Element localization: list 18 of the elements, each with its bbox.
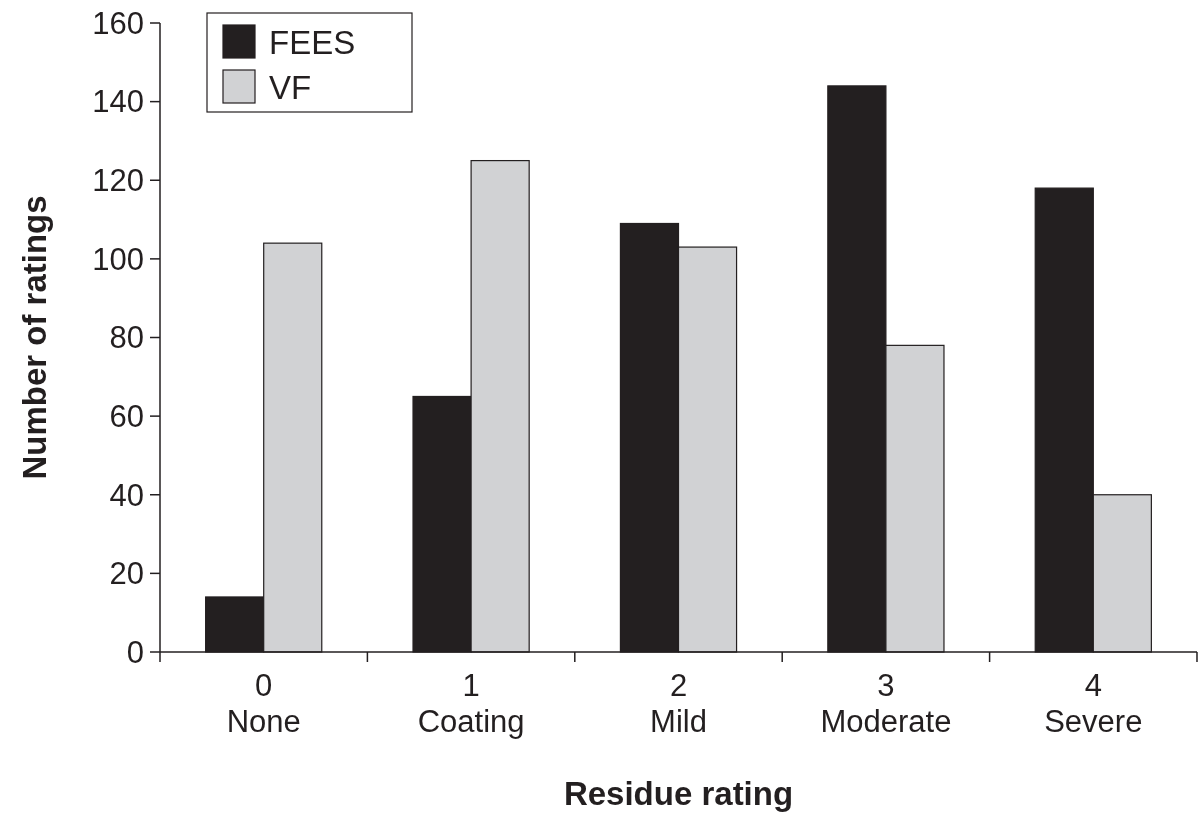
legend-label: VF (269, 68, 312, 106)
y-tick-label: 0 (126, 634, 144, 670)
y-tick-label: 60 (109, 398, 144, 434)
legend-label: FEES (269, 23, 356, 61)
x-tick-label: 3 Moderate (820, 668, 952, 739)
x-tick-label: 0 None (226, 668, 301, 739)
y-tick-label: 40 (109, 477, 144, 513)
y-tick-label: 160 (92, 5, 144, 41)
y-axis-title: Number of ratings (16, 195, 53, 480)
x-tick-label: 1 Coating (417, 668, 525, 739)
y-tick-label: 20 (109, 556, 144, 592)
x-tick-label: 4 Severe (1044, 668, 1143, 739)
y-tick-label: 80 (109, 320, 144, 356)
y-tick-label: 120 (92, 163, 144, 199)
x-axis-title: Residue rating (563, 775, 794, 812)
y-tick-label: 140 (92, 84, 144, 120)
y-tick-label: 100 (92, 241, 144, 277)
x-tick-label: 2 Mild (650, 668, 707, 739)
